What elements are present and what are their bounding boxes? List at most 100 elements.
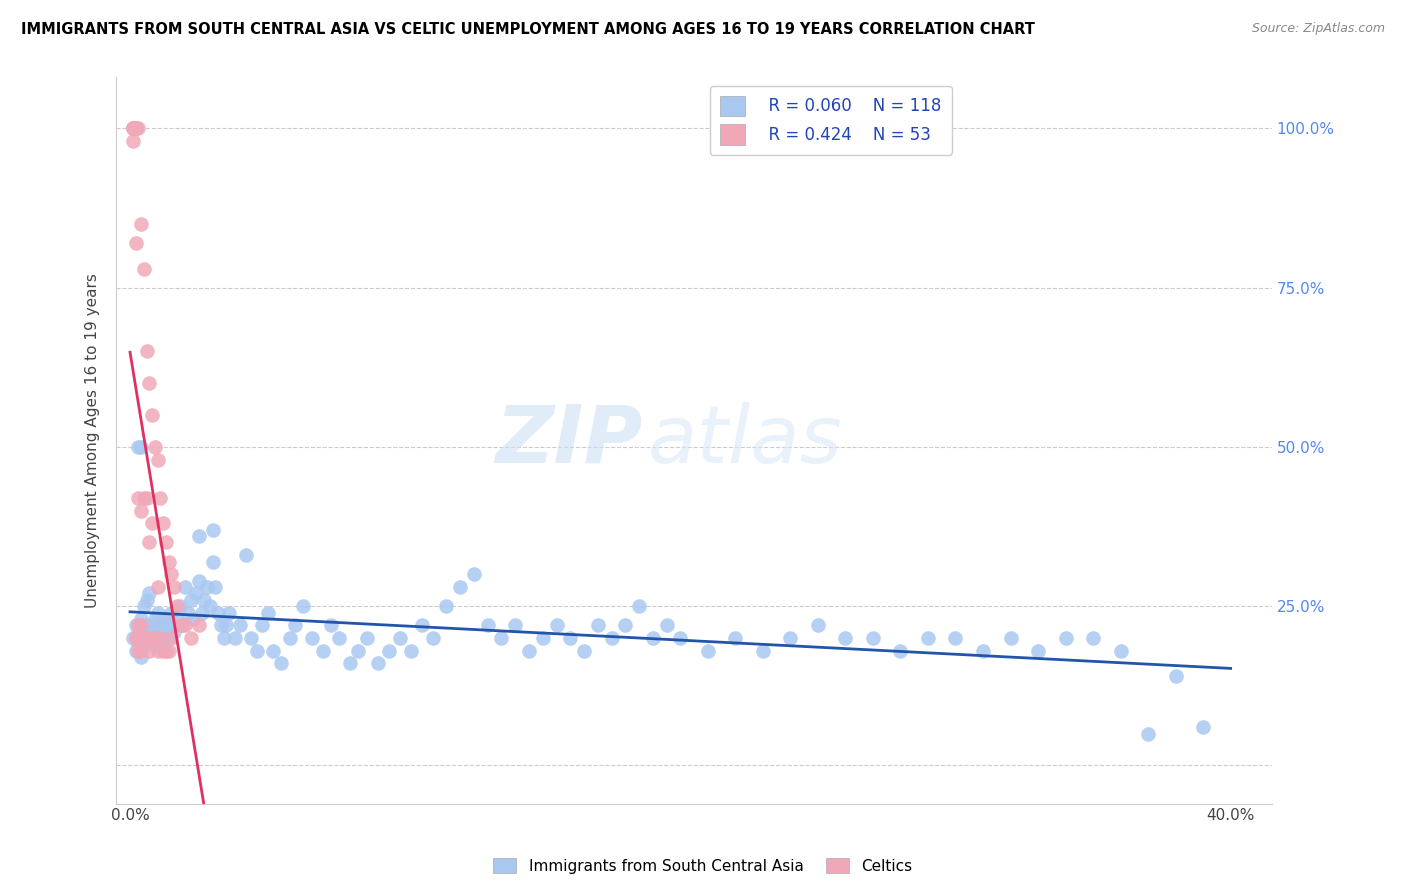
Point — [149, 491, 172, 505]
Point — [127, 637, 149, 651]
Point — [132, 631, 155, 645]
Point — [229, 618, 252, 632]
Point — [531, 631, 554, 645]
Point — [235, 548, 257, 562]
Point — [157, 644, 180, 658]
Text: Source: ZipAtlas.com: Source: ZipAtlas.com — [1251, 22, 1385, 36]
Point — [143, 631, 166, 645]
Point — [132, 631, 155, 645]
Point — [449, 580, 471, 594]
Point — [262, 644, 284, 658]
Point — [945, 631, 967, 645]
Point — [143, 612, 166, 626]
Point — [160, 631, 183, 645]
Point — [149, 624, 172, 639]
Point — [193, 592, 215, 607]
Point — [339, 657, 361, 671]
Point — [146, 606, 169, 620]
Point — [124, 644, 146, 658]
Point — [1054, 631, 1077, 645]
Point — [284, 618, 307, 632]
Point — [491, 631, 513, 645]
Text: IMMIGRANTS FROM SOUTH CENTRAL ASIA VS CELTIC UNEMPLOYMENT AMONG AGES 16 TO 19 YE: IMMIGRANTS FROM SOUTH CENTRAL ASIA VS CE… — [21, 22, 1035, 37]
Point — [163, 624, 186, 639]
Point — [215, 618, 238, 632]
Point — [224, 631, 246, 645]
Point — [138, 535, 160, 549]
Point — [127, 631, 149, 645]
Point — [135, 637, 157, 651]
Point — [129, 644, 152, 658]
Point — [141, 408, 163, 422]
Point — [917, 631, 939, 645]
Point — [129, 618, 152, 632]
Point — [124, 235, 146, 250]
Point — [169, 599, 191, 614]
Point — [121, 121, 143, 136]
Point — [124, 631, 146, 645]
Point — [138, 631, 160, 645]
Point — [155, 624, 177, 639]
Point — [669, 631, 692, 645]
Point — [889, 644, 911, 658]
Point — [132, 618, 155, 632]
Point — [862, 631, 884, 645]
Point — [270, 657, 292, 671]
Point — [160, 618, 183, 632]
Point — [572, 644, 595, 658]
Point — [121, 121, 143, 136]
Point — [135, 624, 157, 639]
Point — [311, 644, 333, 658]
Point — [204, 580, 226, 594]
Point — [779, 631, 801, 645]
Point — [135, 592, 157, 607]
Point — [209, 618, 232, 632]
Point — [181, 612, 204, 626]
Point — [201, 555, 224, 569]
Point — [187, 618, 209, 632]
Point — [388, 631, 411, 645]
Point — [724, 631, 747, 645]
Point — [138, 618, 160, 632]
Point — [129, 612, 152, 626]
Point — [141, 637, 163, 651]
Point — [356, 631, 378, 645]
Point — [166, 612, 188, 626]
Point — [143, 631, 166, 645]
Point — [180, 631, 202, 645]
Point — [187, 529, 209, 543]
Point — [807, 618, 830, 632]
Point — [377, 644, 399, 658]
Point — [250, 618, 273, 632]
Point — [141, 516, 163, 531]
Point — [121, 631, 143, 645]
Point — [155, 644, 177, 658]
Point — [132, 599, 155, 614]
Point — [152, 644, 174, 658]
Point — [463, 567, 485, 582]
Point — [614, 618, 637, 632]
Point — [422, 631, 444, 645]
Point — [127, 440, 149, 454]
Point — [628, 599, 651, 614]
Point — [138, 644, 160, 658]
Point — [436, 599, 458, 614]
Point — [195, 580, 218, 594]
Point — [121, 121, 143, 136]
Point — [146, 452, 169, 467]
Point — [129, 503, 152, 517]
Point — [641, 631, 664, 645]
Point — [138, 586, 160, 600]
Point — [1137, 726, 1160, 740]
Point — [146, 644, 169, 658]
Point — [477, 618, 499, 632]
Point — [301, 631, 323, 645]
Point — [399, 644, 422, 658]
Point — [1192, 720, 1215, 734]
Point — [127, 618, 149, 632]
Point — [132, 261, 155, 276]
Point — [187, 574, 209, 588]
Point — [124, 618, 146, 632]
Point — [503, 618, 526, 632]
Point — [696, 644, 718, 658]
